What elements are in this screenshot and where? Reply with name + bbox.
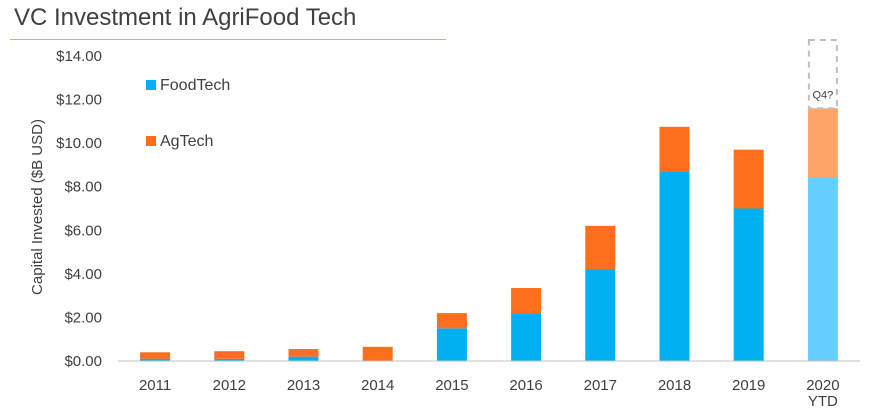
legend-label-agtech: AgTech (160, 133, 213, 150)
bar-agtech-2019 (733, 149, 764, 209)
bar-foodtech-2020 (807, 178, 838, 361)
y-axis-ticks: $0.00 $2.00 $4.00 $6.00 $8.00 $10.00 $12.00 $14… (56, 48, 102, 370)
bar-agtech-2012 (214, 351, 245, 359)
bar-foodtech-2015 (436, 328, 467, 361)
chart-title: VC Investment in AgriFood Tech (14, 4, 357, 31)
bar-agtech-2020 (807, 108, 838, 178)
bar-agtech-2016 (511, 288, 542, 314)
x-tick-label: 2015 (435, 377, 468, 394)
bar-agtech-2015 (436, 313, 467, 329)
x-tick-label: 2017 (584, 377, 617, 394)
x-tick-label: 2020 (806, 377, 839, 394)
y-tick-label: $0.00 (64, 353, 102, 370)
bar-foodtech-2016 (511, 313, 542, 361)
bar-agtech-2013 (288, 349, 319, 357)
x-tick-label: 2012 (213, 377, 246, 394)
x-tick-label: 2016 (509, 377, 542, 394)
bar-foodtech-2013 (288, 356, 319, 361)
x-tick-label: 2018 (658, 377, 691, 394)
bar-foodtech-2018 (659, 171, 690, 361)
bar-agtech-2017 (585, 225, 616, 270)
projection-box: Q4? (807, 39, 838, 110)
x-tick-label: 2014 (361, 377, 394, 394)
bar-series (140, 108, 838, 361)
bar-foodtech-2017 (585, 269, 616, 361)
legend-label-foodtech: FoodTech (160, 77, 230, 94)
bar-foodtech-2012 (214, 358, 245, 361)
x-axis-ticks: 2011 2012 2013 2014 2015 2016 2017 2018 2019 2020… (139, 377, 840, 410)
y-tick-label: $14.00 (56, 48, 102, 65)
title-underline (10, 39, 446, 40)
y-tick-label: $8.00 (64, 179, 102, 196)
projection-outline (807, 39, 838, 110)
legend: FoodTech AgTech (146, 77, 230, 150)
x-tick-label: 2019 (732, 377, 765, 394)
bar-foodtech-2019 (733, 208, 764, 361)
y-tick-label: $4.00 (64, 266, 102, 283)
x-tick-sublabel: YTD (808, 393, 838, 410)
bar-agtech-2011 (140, 352, 171, 359)
bar-agtech-2018 (659, 126, 690, 172)
projection-label: Q4? (813, 89, 834, 101)
y-tick-label: $12.00 (56, 92, 102, 109)
y-axis-label: Capital Invested ($B USD) (29, 119, 46, 295)
bar-agtech-2014 (362, 346, 393, 361)
y-tick-label: $2.00 (64, 309, 102, 326)
legend-swatch-agtech (146, 136, 156, 146)
x-tick-label: 2011 (139, 377, 171, 394)
legend-swatch-foodtech (146, 80, 156, 90)
bar-foodtech-2011 (140, 358, 171, 361)
x-tick-label: 2013 (287, 377, 320, 394)
y-tick-label: $6.00 (64, 222, 102, 239)
y-tick-label: $10.00 (56, 135, 102, 152)
